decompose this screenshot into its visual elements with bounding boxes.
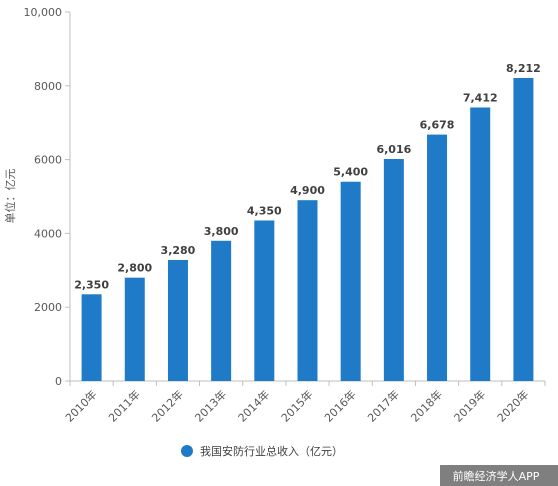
y-tick-label: 2000 (34, 301, 62, 314)
bar (383, 159, 404, 381)
x-tick-label: 2015年 (278, 387, 315, 424)
x-tick-label: 2010年 (62, 387, 99, 424)
watermark-text: 前瞻产业研究院 (101, 117, 247, 216)
bar (211, 240, 232, 381)
x-tick-label: 2016年 (321, 387, 358, 424)
data-label: 3,280 (161, 244, 196, 257)
bar (513, 77, 534, 381)
y-tick-label: 8000 (34, 80, 62, 93)
bar (427, 134, 448, 381)
y-tick-label: 0 (55, 375, 62, 388)
data-label: 4,900 (290, 184, 325, 197)
data-label: 6,016 (376, 143, 411, 156)
x-tick-label: 2014年 (235, 387, 272, 424)
x-tick-label: 2011年 (105, 387, 142, 424)
y-axis-label: 单位：亿元 (3, 169, 17, 224)
data-label: 7,412 (463, 91, 498, 104)
credit-badge-bg (440, 465, 558, 486)
data-label: 4,350 (247, 204, 282, 217)
bar (340, 181, 361, 381)
data-label: 8,212 (506, 62, 541, 75)
x-tick-label: 2017年 (365, 387, 402, 424)
bar (81, 294, 102, 381)
legend-series-name: 我国安防行业总收入（亿元） (200, 444, 343, 458)
bar (254, 220, 275, 381)
bar (470, 107, 491, 382)
data-label: 2,350 (74, 278, 109, 291)
bar (124, 277, 145, 381)
y-tick-label: 6000 (34, 154, 62, 167)
bars (81, 77, 534, 382)
data-label: 3,800 (204, 225, 239, 238)
data-label: 5,400 (333, 166, 368, 179)
x-tick-label: 2019年 (451, 387, 488, 424)
x-tick-label: 2012年 (149, 387, 186, 424)
legend: 我国安防行业总收入（亿元） (181, 444, 343, 458)
credit-text: 前瞻经济学人APP (453, 469, 540, 483)
watermark-text: 前瞻产业研究院 (271, 174, 379, 333)
x-tick-label: 2018年 (408, 387, 445, 424)
credit: 前瞻经济学人APP (440, 465, 558, 486)
y-tick-label: 4000 (34, 227, 62, 240)
data-label: 6,678 (420, 119, 455, 132)
x-tick-label: 2013年 (192, 387, 229, 424)
data-label: 2,800 (117, 262, 152, 275)
bar (167, 259, 188, 381)
legend-marker (181, 445, 193, 457)
x-tick-label: 2020年 (494, 387, 531, 424)
bar (297, 200, 318, 381)
data-labels: 2,350 2,800 3,280 3,800 4,350 4,900 5,400 6,016… (74, 62, 541, 291)
watermark-text: 前瞻产业研究院 (353, 0, 443, 43)
y-tick-label: 10,000 (24, 6, 63, 19)
